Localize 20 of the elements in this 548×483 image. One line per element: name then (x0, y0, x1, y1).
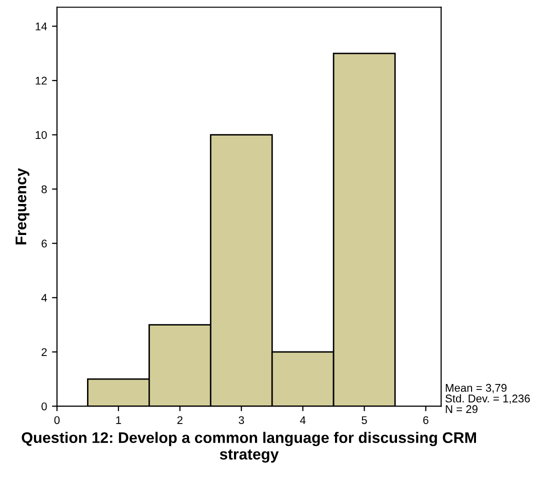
x-axis-title: Question 12: Develop a common language for discussing CRM strategy (22, 432, 476, 463)
x-tick-label: 0 (54, 416, 60, 424)
y-axis-title: Frequency (16, 168, 30, 244)
y-tick-label: 2 (42, 348, 47, 356)
text: Mean = 3,79 (446, 384, 507, 394)
y-tick-label: 12 (36, 76, 47, 85)
x-tick-label: 2 (177, 416, 182, 424)
y-tick-label: 6 (42, 240, 47, 248)
y-tick-label: 4 (41, 294, 47, 302)
y-tick-label: 10 (36, 131, 47, 139)
x-tick-label: 6 (423, 416, 428, 424)
x-tick-label: 3 (238, 416, 244, 424)
y-tick-label: 8 (42, 185, 47, 194)
text: Std. Dev. = 1,236 (445, 394, 530, 404)
y-tick-label: 14 (36, 22, 47, 30)
y-tick-label: 0 (42, 402, 47, 410)
text: N = 29 (446, 405, 478, 414)
x-tick-label: 4 (300, 416, 306, 424)
x-tick-label: 1 (116, 416, 122, 424)
x-tick-label: 5 (362, 416, 367, 424)
